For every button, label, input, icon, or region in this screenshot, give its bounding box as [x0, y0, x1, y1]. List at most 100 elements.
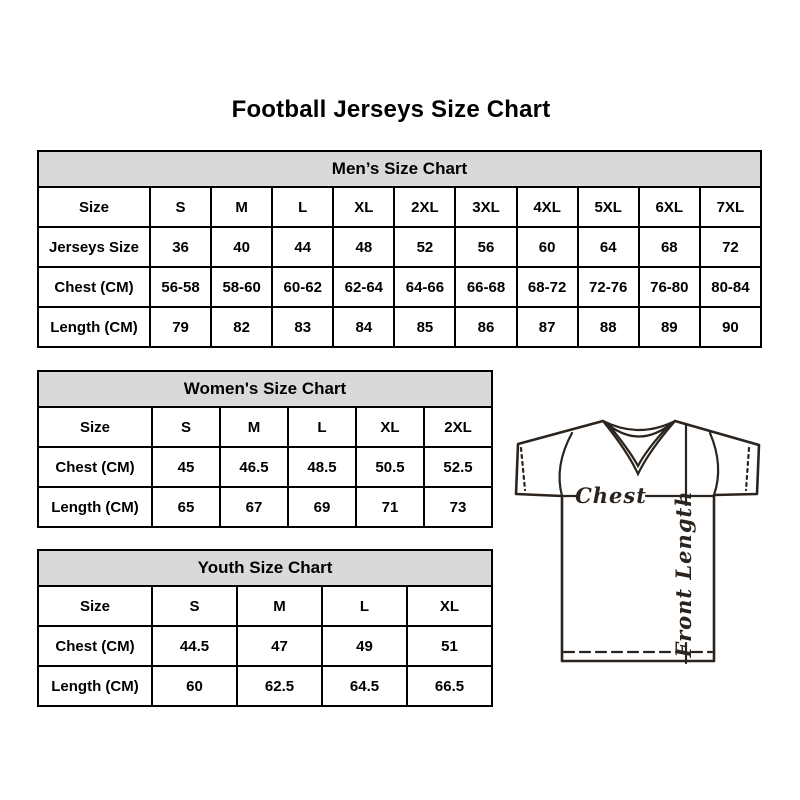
right-cuff-dashed-line [744, 446, 751, 492]
row-label-cell: Jerseys Size [37, 226, 151, 268]
row-label-cell: Chest (CM) [37, 446, 153, 488]
row-label-cell: Length (CM) [37, 306, 151, 348]
value-cell: 49 [321, 625, 408, 667]
jersey-measurement-diagram: Chest Front Length [514, 419, 761, 665]
left-cuff-dashed-line [519, 446, 527, 492]
value-cell: 45 [151, 446, 221, 488]
value-cell: L [321, 585, 408, 627]
value-cell: 72-76 [576, 266, 640, 308]
value-cell: 65 [151, 486, 221, 528]
value-cell: 66.5 [406, 665, 493, 707]
value-cell: 44.5 [151, 625, 238, 667]
value-cell: 60-62 [271, 266, 335, 308]
value-cell: 66-68 [454, 266, 518, 308]
table-row: Jerseys Size 36 40 44 48 52 56 60 64 68 72 [37, 226, 763, 268]
value-cell: 80-84 [698, 266, 763, 308]
collar-back-arc-outer [601, 419, 677, 431]
value-cell: 48.5 [287, 446, 357, 488]
value-cell: 68-72 [515, 266, 579, 308]
value-cell: 2XL [423, 406, 493, 448]
collar-v-inner [606, 422, 672, 469]
value-cell: 52.5 [423, 446, 493, 488]
value-cell: M [210, 186, 274, 228]
value-cell: 84 [332, 306, 396, 348]
value-cell: 44 [271, 226, 335, 268]
value-cell: 46.5 [219, 446, 289, 488]
value-cell: 2XL [393, 186, 457, 228]
page-title: Football Jerseys Size Chart [231, 96, 551, 123]
value-cell: 83 [271, 306, 335, 348]
row-label-cell: Size [37, 585, 153, 627]
jersey-outline-path [514, 419, 761, 663]
value-cell: 50.5 [355, 446, 425, 488]
value-cell: 7XL [698, 186, 763, 228]
value-cell: 64 [576, 226, 640, 268]
value-cell: S [151, 585, 238, 627]
left-armhole-seam [558, 431, 574, 498]
chest-measure-label: Chest [575, 483, 647, 508]
value-cell: 6XL [637, 186, 701, 228]
value-cell: 82 [210, 306, 274, 348]
youth-table-grid: Size S M L XL Chest (CM) 44.5 47 49 51 Length (CM)… [37, 585, 493, 707]
collar-v-outer [601, 419, 677, 477]
value-cell: 64.5 [321, 665, 408, 707]
value-cell: 67 [219, 486, 289, 528]
value-cell: S [151, 406, 221, 448]
value-cell: 56-58 [148, 266, 213, 308]
womens-table-grid: Size S M L XL 2XL Chest (CM) 45 46.5 48.5 50.5 52.5… [37, 406, 493, 528]
table-row: Chest (CM) 56-58 58-60 60-62 62-64 64-66 66-68… [37, 266, 763, 308]
youth-table-header: Youth Size Chart [37, 549, 493, 587]
value-cell: 68 [637, 226, 701, 268]
mens-table-grid: Size S M L XL 2XL 3XL 4XL 5XL 6XL 7XL Jerseys Size 3… [37, 186, 763, 348]
value-cell: 73 [423, 486, 493, 528]
value-cell: 5XL [576, 186, 640, 228]
table-row: Size S M L XL 2XL [37, 406, 493, 448]
value-cell: XL [406, 585, 493, 627]
value-cell: 69 [287, 486, 357, 528]
value-cell: 62-64 [332, 266, 396, 308]
right-armhole-seam [708, 431, 720, 497]
row-label-cell: Size [37, 186, 151, 228]
table-row: Size S M L XL [37, 585, 493, 627]
table-row: Size S M L XL 2XL 3XL 4XL 5XL 6XL 7XL [37, 186, 763, 228]
value-cell: 60 [515, 226, 579, 268]
value-cell: L [287, 406, 357, 448]
value-cell: 40 [210, 226, 274, 268]
value-cell: S [148, 186, 213, 228]
value-cell: 3XL [454, 186, 518, 228]
value-cell: 86 [454, 306, 518, 348]
value-cell: 47 [236, 625, 323, 667]
value-cell: 71 [355, 486, 425, 528]
value-cell: M [236, 585, 323, 627]
row-label-cell: Length (CM) [37, 665, 153, 707]
value-cell: 60 [151, 665, 238, 707]
value-cell: 88 [576, 306, 640, 348]
table-row: Length (CM) 79 82 83 84 85 86 87 88 89 90 [37, 306, 763, 348]
value-cell: 85 [393, 306, 457, 348]
value-cell: 64-66 [393, 266, 457, 308]
mens-size-table: Men’s Size Chart Size S M L XL 2XL 3XL 4XL 5XL 6X… [37, 150, 763, 348]
value-cell: 62.5 [236, 665, 323, 707]
value-cell: 90 [698, 306, 763, 348]
table-row: Length (CM) 65 67 69 71 73 [37, 486, 493, 528]
value-cell: 58-60 [210, 266, 274, 308]
value-cell: 36 [148, 226, 213, 268]
womens-table-header: Women's Size Chart [37, 370, 493, 408]
value-cell: L [271, 186, 335, 228]
value-cell: 87 [515, 306, 579, 348]
value-cell: XL [355, 406, 425, 448]
value-cell: 4XL [515, 186, 579, 228]
value-cell: 89 [637, 306, 701, 348]
value-cell: 51 [406, 625, 493, 667]
value-cell: 56 [454, 226, 518, 268]
value-cell: 48 [332, 226, 396, 268]
value-cell: XL [332, 186, 396, 228]
row-label-cell: Chest (CM) [37, 266, 151, 308]
front-length-measure-label: Front Length [671, 491, 696, 659]
youth-size-table: Youth Size Chart Size S M L XL Chest (CM) 44.5… [37, 549, 493, 707]
value-cell: 79 [148, 306, 213, 348]
value-cell: 76-80 [637, 266, 701, 308]
womens-size-table: Women's Size Chart Size S M L XL 2XL Chest (CM… [37, 370, 493, 528]
value-cell: M [219, 406, 289, 448]
